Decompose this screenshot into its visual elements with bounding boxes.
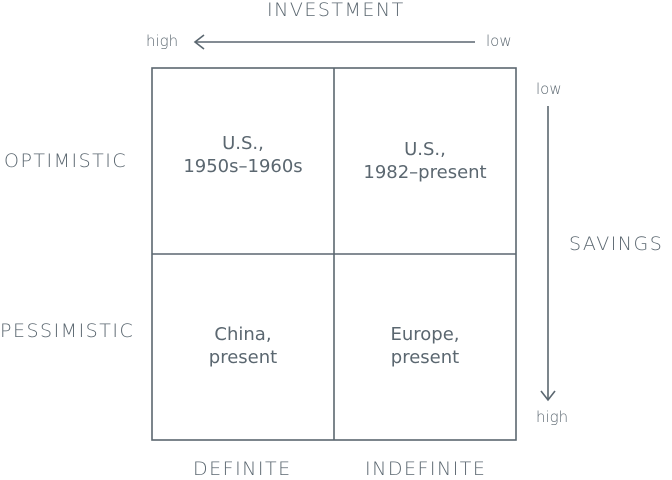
savings-high-label: high bbox=[536, 408, 569, 426]
cell-bottom-right: Europe, present bbox=[334, 323, 516, 369]
cell-top-right-line-2: 1982–present bbox=[363, 162, 487, 183]
cell-top-left-line-1: U.S., bbox=[222, 133, 264, 154]
row-label-pessimistic: PESSIMISTIC bbox=[0, 320, 135, 342]
investment-axis-title: INVESTMENT bbox=[267, 0, 405, 21]
column-label-definite: DEFINITE bbox=[193, 458, 292, 480]
cell-top-right: U.S., 1982–present bbox=[334, 138, 516, 184]
cell-bottom-right-line-1: Europe, bbox=[390, 324, 460, 345]
cell-top-left-line-2: 1950s–1960s bbox=[183, 156, 303, 177]
row-label-optimistic: OPTIMISTIC bbox=[4, 150, 128, 172]
cell-bottom-right-line-2: present bbox=[390, 347, 460, 368]
cell-bottom-left: China, present bbox=[152, 323, 334, 369]
cell-top-left: U.S., 1950s–1960s bbox=[152, 132, 334, 178]
savings-low-label: low bbox=[536, 80, 562, 98]
cell-top-right-line-1: U.S., bbox=[404, 139, 446, 160]
investment-low-label: low bbox=[486, 32, 512, 50]
investment-arrow-head bbox=[193, 34, 205, 50]
cell-bottom-left-line-1: China, bbox=[214, 324, 272, 345]
savings-axis-title: SAVINGS bbox=[569, 233, 664, 255]
column-label-indefinite: INDEFINITE bbox=[365, 458, 487, 480]
investment-high-label: high bbox=[146, 32, 179, 50]
savings-arrow-head bbox=[540, 390, 556, 402]
cell-bottom-left-line-2: present bbox=[208, 347, 278, 368]
